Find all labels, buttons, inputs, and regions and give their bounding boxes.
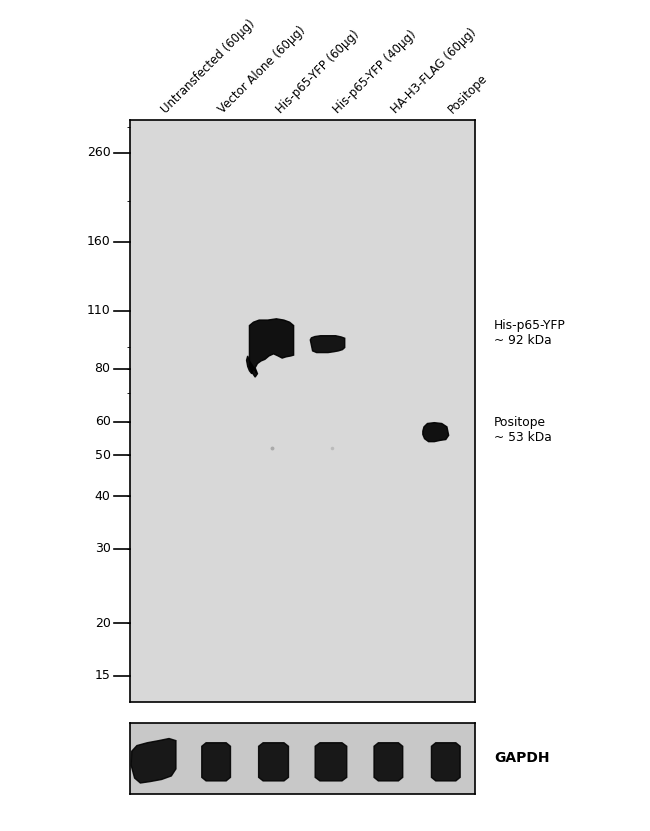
Text: 20: 20 [95,617,110,630]
Polygon shape [250,319,294,377]
Text: His-p65-YFP (60μg): His-p65-YFP (60μg) [274,28,361,116]
Polygon shape [131,739,176,783]
Polygon shape [315,743,346,781]
Text: Positope
~ 53 kDa: Positope ~ 53 kDa [494,416,552,445]
Text: His-p65-YFP
~ 92 kDa: His-p65-YFP ~ 92 kDa [494,319,566,347]
Text: 50: 50 [94,449,111,462]
Polygon shape [246,356,256,374]
Polygon shape [259,743,289,781]
Text: 15: 15 [95,670,110,682]
Polygon shape [422,423,448,441]
Text: Positope: Positope [446,71,490,116]
Text: 160: 160 [86,235,110,248]
Text: Untransfected (60μg): Untransfected (60μg) [159,17,257,116]
Text: 80: 80 [94,362,111,376]
Text: HA-H3-FLAG (60μg): HA-H3-FLAG (60μg) [389,27,478,116]
Text: 60: 60 [95,416,110,428]
Polygon shape [202,743,231,781]
Text: GAPDH: GAPDH [494,751,549,765]
Text: 110: 110 [86,304,110,317]
Text: 260: 260 [86,146,110,160]
Text: 40: 40 [95,489,110,503]
Polygon shape [310,336,345,352]
Text: His-p65-YFP (40μg): His-p65-YFP (40μg) [331,28,419,116]
Text: 30: 30 [95,543,110,555]
Polygon shape [374,743,403,781]
Text: Vector Alone (60μg): Vector Alone (60μg) [216,24,308,116]
Polygon shape [432,743,460,781]
